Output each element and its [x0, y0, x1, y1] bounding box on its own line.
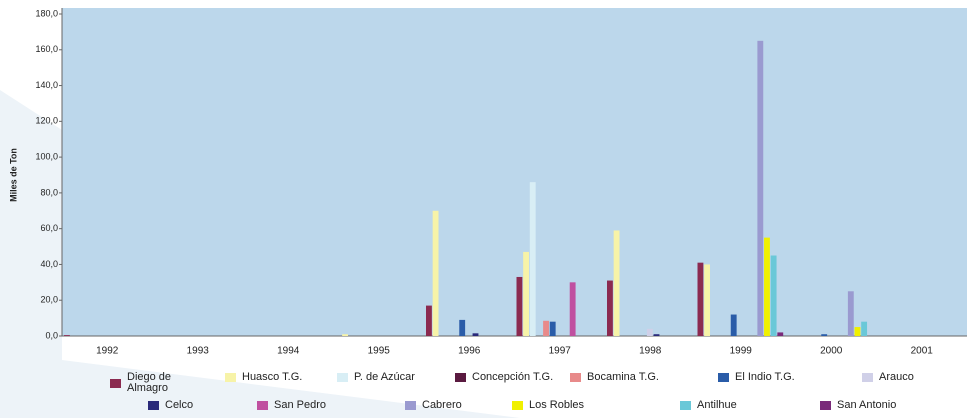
legend-label: Concepción T.G.	[472, 371, 554, 383]
bar	[653, 334, 660, 336]
bar	[847, 291, 854, 336]
legend-swatch	[680, 401, 691, 410]
legend-item: Diego de Almagro	[110, 372, 189, 394]
y-tick-label: 0,0	[45, 330, 58, 340]
legend-label: P. de Azúcar	[354, 371, 415, 383]
y-tick-label: 140,0	[35, 80, 58, 90]
x-tick-label: 1994	[277, 346, 300, 357]
x-tick-label: 1992	[96, 346, 119, 357]
bar	[854, 327, 861, 336]
bar	[426, 305, 432, 336]
legend-swatch	[718, 373, 729, 382]
legend-label: Antilhue	[697, 399, 737, 411]
y-tick-label: 100,0	[35, 151, 58, 161]
bar	[777, 332, 784, 336]
bar	[459, 319, 466, 336]
x-tick-label: 1998	[639, 346, 662, 357]
bar	[607, 280, 613, 336]
legend-swatch	[512, 401, 523, 410]
y-tick-label: 80,0	[40, 187, 58, 197]
y-tick-label: 20,0	[40, 295, 58, 305]
legend-swatch	[148, 401, 159, 410]
bar	[613, 230, 620, 336]
y-tick-label: 40,0	[40, 259, 58, 269]
decor	[0, 90, 520, 418]
legend-swatch	[337, 373, 348, 382]
bar	[569, 282, 576, 336]
legend-label: San Antonio	[837, 399, 897, 411]
legend-label: Huasco T.G.	[242, 371, 303, 383]
legend-swatch	[110, 378, 121, 388]
bar	[516, 276, 523, 336]
legend-item: Arauco	[862, 372, 914, 383]
x-tick-label: 2000	[820, 346, 843, 357]
y-tick-label: 120,0	[35, 116, 58, 126]
legend-swatch	[405, 401, 416, 410]
bar	[549, 321, 556, 336]
bar	[764, 237, 770, 336]
bar	[770, 255, 777, 336]
legend-swatch	[257, 401, 268, 410]
legend-item: El Indio T.G.	[718, 372, 795, 383]
bar	[342, 334, 349, 336]
legend-swatch	[455, 373, 466, 382]
bar	[64, 335, 70, 336]
bar	[646, 328, 653, 336]
legend-item: Antilhue	[680, 400, 737, 411]
legend-item: San Pedro	[257, 400, 326, 411]
legend-swatch	[225, 373, 236, 382]
legend-item: P. de Azúcar	[337, 372, 415, 383]
bar	[432, 210, 439, 336]
bar	[529, 182, 536, 336]
legend-label: Bocamina T.G.	[587, 371, 659, 383]
bar	[704, 264, 711, 336]
legend-swatch	[570, 373, 581, 382]
bar	[543, 320, 549, 336]
legend-label: Los Robles	[529, 399, 585, 411]
legend-item: Celco	[148, 400, 193, 411]
legend-item: Bocamina T.G.	[570, 372, 659, 383]
y-tick-label: 180,0	[35, 8, 58, 18]
legend-label: Celco	[165, 399, 194, 411]
bar	[523, 251, 530, 336]
x-tick-label: 1995	[368, 346, 391, 357]
y-tick-label: 60,0	[40, 223, 58, 233]
x-tick-label: 1996	[458, 346, 481, 357]
legend-label: Arauco	[879, 371, 914, 383]
legend-swatch	[820, 401, 831, 410]
bar	[472, 333, 479, 336]
legend-label: Diego de Almagro	[127, 371, 172, 394]
legend-label: El Indio T.G.	[735, 371, 795, 383]
x-tick-label: 1997	[549, 346, 572, 357]
bar	[861, 321, 868, 336]
y-tick-label: 160,0	[35, 44, 58, 54]
x-tick-label: 1993	[187, 346, 210, 357]
legend-label: Cabrero	[422, 399, 462, 411]
y-axis-label: Miles de Ton	[8, 148, 18, 202]
x-tick-label: 1999	[730, 346, 753, 357]
legend-item: Huasco T.G.	[225, 372, 302, 383]
bar	[821, 334, 828, 336]
plot-area	[62, 8, 967, 336]
bar	[757, 40, 764, 336]
legend-item: San Antonio	[820, 400, 896, 411]
x-tick-label: 2001	[911, 346, 934, 357]
bar	[730, 314, 737, 336]
bar	[697, 262, 704, 336]
legend-item: Concepción T.G.	[455, 372, 553, 383]
legend-item: Cabrero	[405, 400, 462, 411]
legend-label: San Pedro	[274, 399, 326, 411]
legend-swatch	[862, 373, 873, 382]
legend-item: Los Robles	[512, 400, 584, 411]
